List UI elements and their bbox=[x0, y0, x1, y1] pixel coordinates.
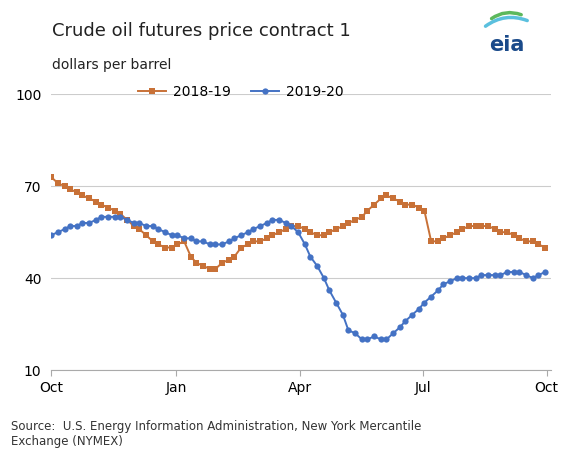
2019-20 bbox=[98, 214, 105, 220]
2019-20 bbox=[257, 223, 263, 229]
Line: 2018-19: 2018-19 bbox=[48, 174, 548, 272]
2018-19 bbox=[181, 238, 188, 244]
2018-19 bbox=[416, 205, 422, 210]
2018-19 bbox=[168, 245, 175, 250]
2019-20 bbox=[250, 226, 257, 232]
2018-19 bbox=[207, 266, 214, 272]
2018-19 bbox=[339, 223, 346, 229]
Text: eia: eia bbox=[489, 35, 524, 55]
2019-20 bbox=[339, 312, 346, 318]
2019-20 bbox=[48, 233, 55, 238]
Legend: 2018-19, 2019-20: 2018-19, 2019-20 bbox=[133, 79, 350, 104]
2019-20 bbox=[542, 269, 549, 274]
2018-19 bbox=[250, 238, 257, 244]
Text: dollars per barrel: dollars per barrel bbox=[52, 58, 171, 72]
2019-20 bbox=[188, 236, 195, 241]
Text: Source:  U.S. Energy Information Administration, New York Mercantile
Exchange (N: Source: U.S. Energy Information Administ… bbox=[11, 420, 422, 448]
Text: Crude oil futures price contract 1: Crude oil futures price contract 1 bbox=[52, 22, 350, 40]
Line: 2019-20: 2019-20 bbox=[48, 214, 548, 342]
2018-19 bbox=[542, 245, 549, 250]
2019-20 bbox=[174, 233, 181, 238]
2019-20 bbox=[421, 300, 428, 306]
2018-19 bbox=[257, 238, 263, 244]
2018-19 bbox=[48, 174, 55, 180]
2019-20 bbox=[359, 337, 366, 342]
